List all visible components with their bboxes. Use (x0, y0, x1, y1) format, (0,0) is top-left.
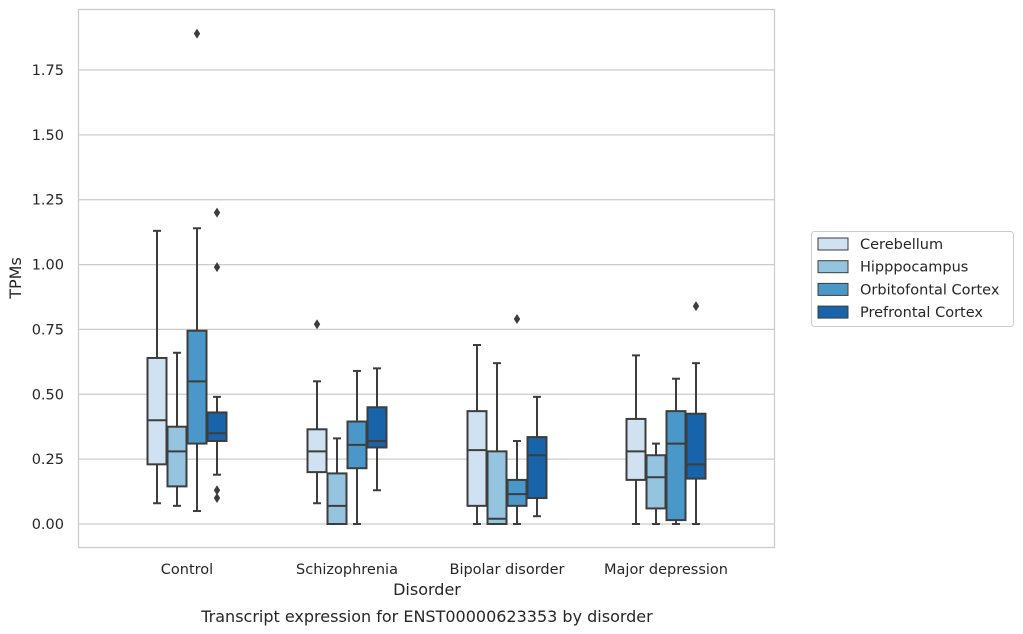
x-tick-label: Major depression (604, 562, 728, 578)
outlier-point (692, 301, 700, 312)
box-prefrontal-cortex (366, 367, 388, 492)
y-tick-label: 0.00 (32, 517, 64, 533)
legend-label: Hipppocampus (860, 260, 968, 276)
outlier-point (213, 207, 221, 218)
outlier-point (213, 485, 221, 496)
box-orbitofontal-cortex (186, 28, 208, 513)
legend-swatch (817, 305, 849, 319)
box-prefrontal-cortex (206, 207, 228, 504)
outlier-point (213, 493, 221, 504)
outlier-point (193, 28, 201, 39)
box-iqr (645, 454, 667, 510)
box-iqr (625, 417, 647, 481)
box-iqr (186, 329, 208, 445)
y-tick-labels: 0.00 0.25 0.50 0.75 1.00 1.25 1.50 1.75 (32, 63, 64, 533)
box-prefrontal-cortex (685, 301, 707, 525)
y-tick-label: 0.25 (32, 452, 64, 468)
outlier-point (213, 262, 221, 273)
y-tick-label: 1.00 (32, 258, 64, 274)
box-prefrontal-cortex (526, 395, 548, 518)
box-hipppocampus (486, 362, 508, 525)
y-tick-label: 0.75 (32, 322, 64, 338)
box-orbitofontal-cortex (506, 314, 528, 525)
x-tick-label: Control (161, 562, 213, 578)
x-tick-label: Bipolar disorder (450, 562, 565, 578)
legend-swatch (817, 260, 849, 274)
box-iqr (526, 436, 548, 500)
box-iqr (166, 425, 188, 488)
box-cerebellum (146, 229, 168, 505)
box-iqr (506, 478, 528, 507)
box-orbitofontal-cortex (665, 377, 687, 525)
box-iqr (665, 410, 687, 522)
legend: Cerebellum Hipppocampus Orbitofontal Corte… (811, 231, 1014, 327)
box-cerebellum (466, 343, 488, 525)
y-tick-label: 1.50 (32, 128, 64, 144)
y-tick-label: 0.50 (32, 387, 64, 403)
box-hipppocampus (326, 437, 348, 526)
box-cerebellum (306, 319, 328, 505)
legend-swatch (817, 282, 849, 296)
x-tick-label: Schizophrenia (296, 562, 398, 578)
legend-label: Cerebellum (860, 237, 943, 253)
y-tick-label: 1.75 (32, 63, 64, 79)
x-axis-title: Disorder (393, 580, 461, 599)
legend-label: Prefrontal Cortex (860, 305, 983, 321)
box-iqr (466, 410, 488, 507)
outlier-point (513, 314, 521, 325)
outlier-point (313, 319, 321, 330)
chart-caption: Transcript expression for ENST0000062335… (200, 607, 653, 626)
x-tick-labels: Control Schizophrenia Bipolar disorder Majo… (161, 562, 728, 578)
legend-label: Orbitofontal Cortex (860, 282, 1000, 298)
box-iqr (486, 450, 508, 525)
plot-frame (77, 8, 776, 549)
box-orbitofontal-cortex (346, 369, 368, 525)
box-cerebellum (625, 354, 647, 525)
box-iqr (146, 356, 168, 466)
legend-frame (811, 231, 1014, 327)
y-tick-label: 1.25 (32, 193, 64, 209)
box-groups (146, 28, 707, 526)
box-iqr (326, 472, 348, 526)
box-hipppocampus (645, 442, 667, 525)
box-hipppocampus (166, 351, 188, 507)
box-iqr (685, 412, 707, 480)
y-axis-title: TPMs (6, 257, 25, 300)
box-iqr (366, 406, 388, 449)
box-iqr (206, 411, 228, 442)
legend-swatch (817, 237, 849, 251)
